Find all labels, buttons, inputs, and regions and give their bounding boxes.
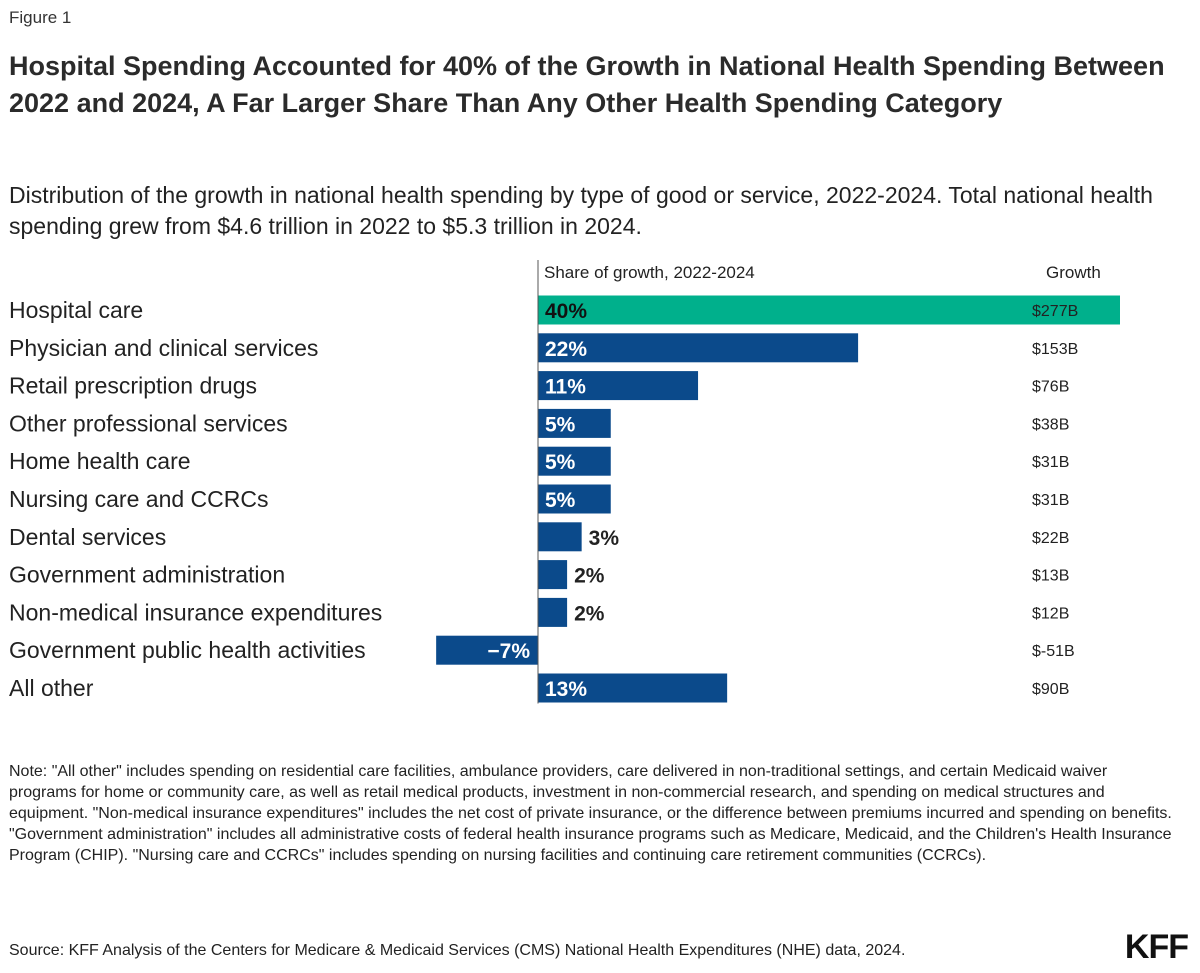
category-label: Physician and clinical services (9, 335, 318, 361)
bar (538, 446, 611, 476)
growth-column-header: Growth (1046, 263, 1101, 282)
value-label: 13% (545, 678, 587, 701)
category-label: Other professional services (9, 410, 288, 436)
chart-source: Source: KFF Analysis of the Centers for … (9, 942, 906, 959)
value-label: 5% (545, 451, 576, 474)
value-label: 22% (545, 338, 587, 361)
growth-label: $90B (1032, 681, 1069, 698)
growth-label: $31B (1032, 492, 1069, 509)
bar (538, 673, 728, 703)
growth-label: $31B (1032, 454, 1069, 471)
category-label: All other (9, 675, 94, 701)
category-label: Government administration (9, 562, 285, 588)
value-label: −7% (487, 640, 530, 663)
category-label: Nursing care and CCRCs (9, 486, 268, 512)
growth-label: $76B (1032, 379, 1069, 396)
value-label: 40% (545, 300, 587, 323)
bar (538, 484, 611, 514)
value-label: 2% (574, 602, 605, 625)
bar (538, 597, 568, 627)
growth-label: $153B (1032, 341, 1078, 358)
kff-logo: KFF (1124, 928, 1189, 966)
category-label: Retail prescription drugs (9, 373, 257, 399)
category-label: Hospital care (9, 297, 143, 323)
bar (538, 408, 611, 438)
growth-label: $-51B (1032, 643, 1075, 660)
growth-label: $38B (1032, 416, 1069, 433)
category-label: Non-medical insurance expenditures (9, 599, 382, 625)
growth-label: $22B (1032, 530, 1069, 547)
value-label: 3% (589, 527, 620, 550)
growth-label: $277B (1032, 303, 1078, 320)
bar (538, 333, 859, 363)
category-label: Home health care (9, 448, 191, 474)
bar (436, 635, 538, 665)
category-label: Government public health activities (9, 637, 366, 663)
bar (538, 371, 699, 401)
category-label: Dental services (9, 524, 166, 550)
chart-title: Hospital Spending Accounted for 40% of t… (9, 51, 1165, 118)
value-label: 11% (545, 376, 586, 399)
figure-label: Figure 1 (9, 8, 72, 27)
share-column-header: Share of growth, 2022-2024 (544, 263, 755, 282)
chart-subtitle: Distribution of the growth in national h… (9, 182, 1153, 239)
bar (538, 522, 582, 552)
growth-label: $13B (1032, 568, 1069, 585)
bar (538, 295, 1120, 325)
value-label: 2% (574, 565, 605, 588)
growth-label: $12B (1032, 605, 1069, 622)
bar (538, 560, 568, 590)
chart-note: Note: "All other" includes spending on r… (9, 763, 1172, 864)
value-label: 5% (545, 489, 576, 512)
value-label: 5% (545, 413, 576, 436)
